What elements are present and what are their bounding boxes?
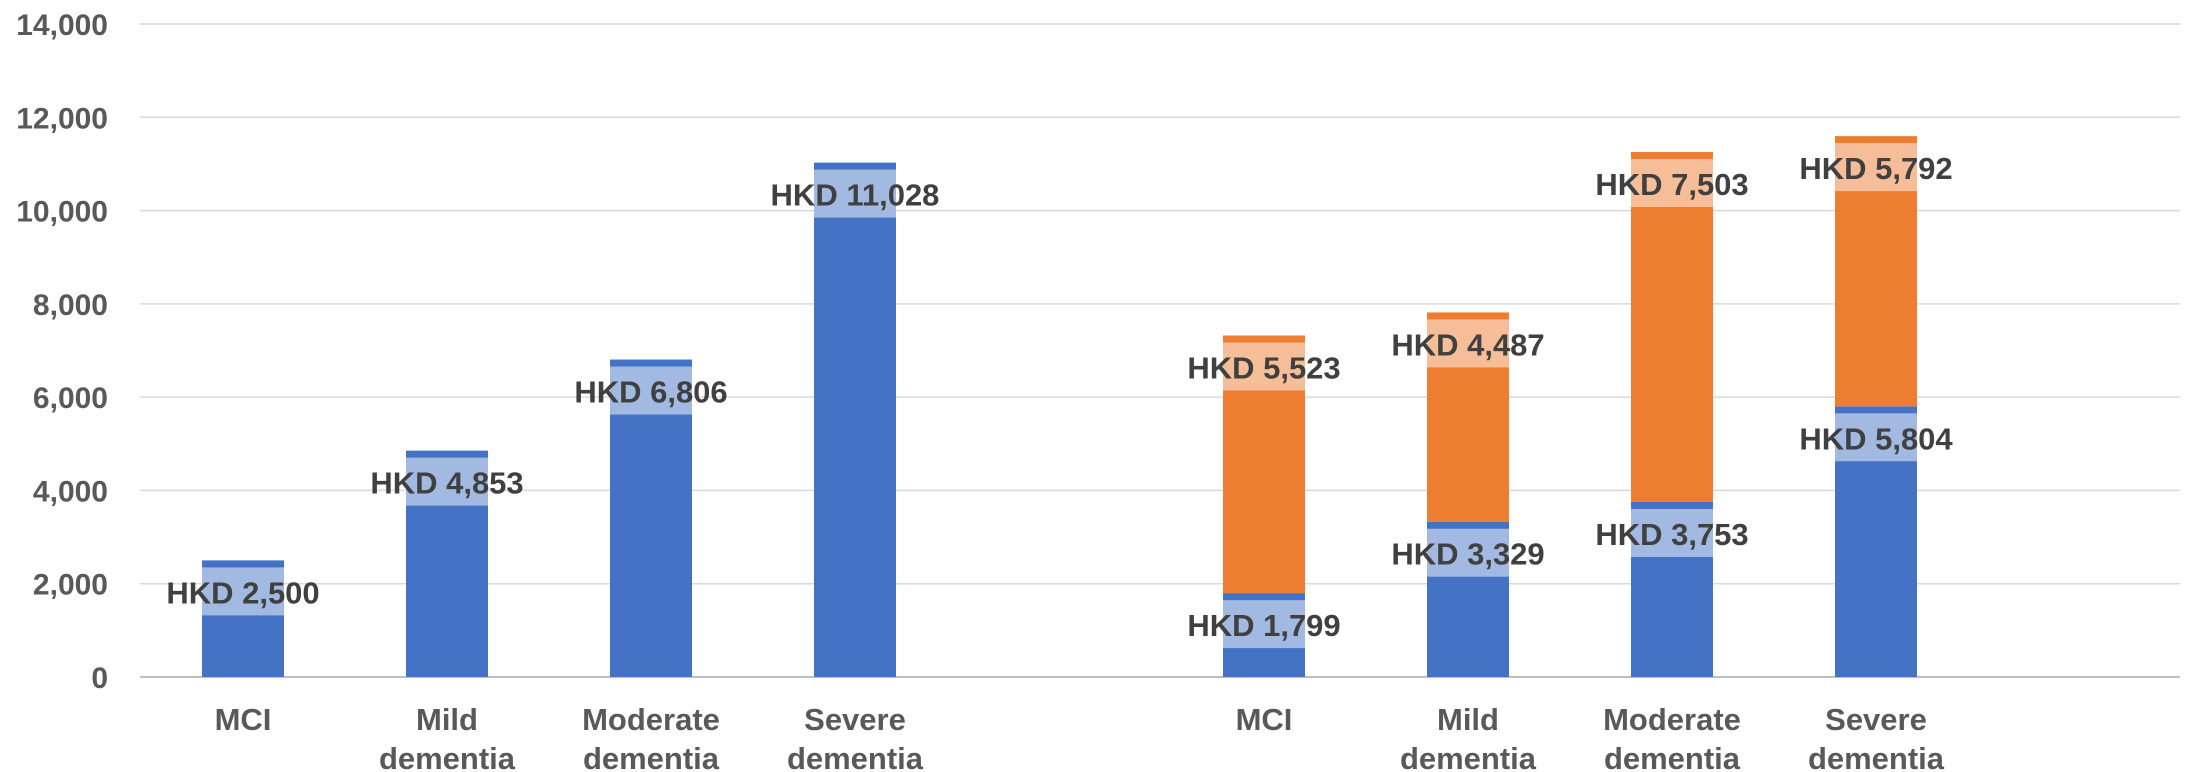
data-label: HKD 5,804 (1799, 421, 1953, 456)
bars (202, 136, 1917, 678)
y-axis: 0 2,000 4,000 6,000 8,000 10,000 12,000 14,000 (16, 9, 108, 695)
data-label: HKD 3,329 (1391, 537, 1544, 572)
data-label: HKD 5,792 (1799, 151, 1952, 186)
y-tick-label: 12,000 (16, 102, 108, 135)
data-label-box (1427, 528, 1509, 577)
x-category-label: Mild (1437, 702, 1499, 737)
data-label-box (1223, 342, 1305, 391)
data-label: HKD 4,487 (1391, 327, 1544, 362)
y-tick-label: 2,000 (33, 569, 108, 602)
data-label-box (1631, 158, 1713, 207)
x-category-label: Mild (416, 702, 478, 737)
y-tick-label: 8,000 (33, 289, 108, 322)
data-label-box (814, 169, 896, 218)
bar-segment (814, 162, 896, 678)
data-label: HKD 2,500 (166, 575, 319, 610)
x-category-label: Moderate (582, 702, 720, 737)
x-category-label: MCI (1236, 702, 1293, 737)
y-tick-label: 0 (91, 662, 108, 695)
data-label: HKD 5,523 (1187, 350, 1340, 385)
data-label-box (1223, 600, 1305, 649)
data-label: HKD 3,753 (1595, 517, 1748, 552)
y-tick-label: 4,000 (33, 475, 108, 508)
x-category-label: dementia (1400, 741, 1537, 772)
bar-segment (1631, 151, 1713, 502)
data-label: HKD 1,799 (1187, 608, 1340, 643)
y-tick-label: 14,000 (16, 9, 108, 42)
x-category-label: dementia (583, 741, 720, 772)
x-category-label: Severe (1825, 702, 1927, 737)
x-category-label: MCI (215, 702, 272, 737)
data-label-box (1427, 319, 1509, 368)
data-label-box (1835, 143, 1917, 192)
data-label: HKD 11,028 (771, 178, 940, 213)
data-label-box (202, 567, 284, 616)
data-label-box (1835, 413, 1917, 462)
x-category-label: Severe (804, 702, 906, 737)
data-label: HKD 7,503 (1595, 167, 1748, 202)
x-axis: MCI Mild dementia Moderate dementia Severe dem… (215, 702, 1945, 772)
x-category-label: dementia (1604, 741, 1741, 772)
data-label: HKD 4,853 (370, 466, 523, 501)
y-tick-label: 6,000 (33, 382, 108, 415)
x-category-label: dementia (379, 741, 516, 772)
x-category-label: Moderate (1603, 702, 1741, 737)
data-label: HKD 6,806 (574, 375, 727, 410)
x-category-label: dementia (1808, 741, 1945, 772)
x-category-label: dementia (787, 741, 924, 772)
data-label-box (406, 457, 488, 506)
data-labels: HKD 2,500 HKD 4,853 HKD 6,806 HKD 11,028 HKD… (166, 143, 1953, 649)
y-tick-label: 10,000 (16, 196, 108, 229)
data-label-box (610, 366, 692, 415)
data-label-box (1631, 508, 1713, 557)
